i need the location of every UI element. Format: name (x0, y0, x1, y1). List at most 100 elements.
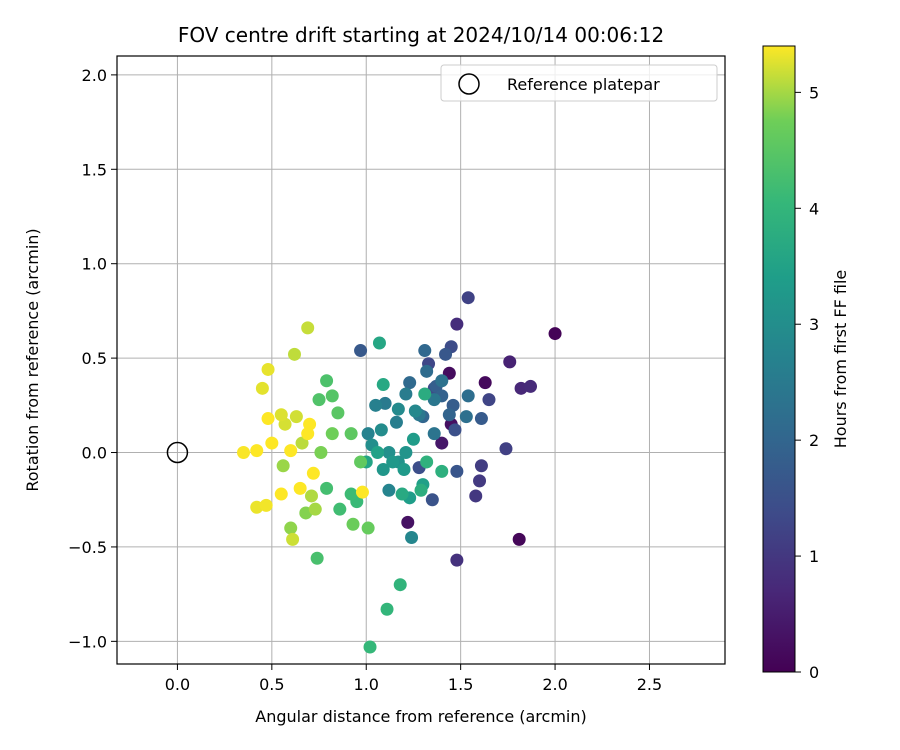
data-point (304, 489, 318, 503)
data-point (397, 463, 411, 477)
data-point (374, 423, 388, 437)
y-tick-label: 0.0 (82, 444, 107, 463)
x-tick-label: 1.0 (354, 675, 379, 694)
data-point (363, 640, 377, 654)
data-point (393, 578, 407, 592)
data-point (474, 459, 488, 473)
grid-lines (117, 56, 725, 664)
y-tick-label: 2.0 (82, 66, 107, 85)
data-point (371, 446, 385, 460)
colorbar-tick-label: 3 (809, 315, 819, 334)
data-point (310, 551, 324, 565)
data-point (320, 374, 334, 388)
data-point (295, 436, 309, 450)
data-point (312, 393, 326, 407)
data-point (255, 381, 269, 395)
data-point (503, 355, 517, 369)
legend-marker (458, 73, 480, 95)
data-point (450, 464, 464, 478)
data-point (250, 444, 264, 458)
colorbar-ticks: 0 1 2 3 4 5 (795, 83, 819, 682)
data-point (389, 415, 403, 429)
data-point (369, 398, 383, 412)
data-point (418, 387, 432, 401)
data-point (346, 517, 360, 531)
data-point (435, 374, 449, 388)
data-point (376, 378, 390, 392)
data-point (450, 553, 464, 567)
x-tick-label: 2.5 (637, 675, 662, 694)
colorbar-tick-label: 1 (809, 547, 819, 566)
data-point (354, 344, 368, 358)
data-point (261, 362, 275, 376)
data-point (414, 483, 428, 497)
data-point (325, 427, 339, 441)
data-point (473, 474, 487, 488)
y-axis-label: Rotation from reference (arcmin) (23, 228, 42, 491)
colorbar-tick-label: 5 (809, 83, 819, 102)
data-point (435, 464, 449, 478)
y-tick-label: 1.0 (82, 255, 107, 274)
data-point (425, 493, 439, 507)
data-point (478, 376, 492, 390)
data-point (469, 489, 483, 503)
data-point (333, 502, 347, 516)
reference-marker (166, 441, 189, 464)
data-point (306, 466, 320, 480)
data-point (474, 412, 488, 426)
chart-title: FOV centre drift starting at 2024/10/14 … (178, 23, 664, 47)
data-point (237, 446, 251, 460)
data-point (287, 347, 301, 361)
legend: Reference platepar (440, 64, 718, 102)
data-point (448, 423, 462, 437)
data-point (401, 515, 415, 529)
data-point (265, 436, 279, 450)
data-point (344, 487, 358, 501)
data-point (293, 481, 307, 495)
data-point (276, 459, 290, 473)
data-point (442, 408, 456, 422)
data-point (406, 432, 420, 446)
data-point (427, 393, 441, 407)
data-point (482, 393, 496, 407)
data-point (403, 376, 417, 390)
data-point (524, 379, 538, 393)
colorbar: 0 1 2 3 4 5 Hours from first FF file (762, 45, 850, 682)
x-tick-label: 0.0 (165, 675, 190, 694)
data-point (459, 410, 473, 424)
data-point (408, 404, 422, 418)
data-point (284, 444, 298, 458)
data-point (331, 406, 345, 420)
data-point (274, 408, 288, 422)
data-point (461, 291, 475, 305)
colorbar-tick-label: 2 (809, 431, 819, 450)
data-point (420, 455, 434, 469)
data-point (418, 344, 432, 358)
x-axis-ticks: 0.0 0.5 1.0 1.5 2.0 2.5 (165, 664, 662, 694)
data-point (301, 321, 315, 335)
x-axis-label: Angular distance from reference (arcmin) (255, 707, 586, 726)
y-tick-label: 0.5 (82, 349, 107, 368)
data-point (499, 442, 513, 456)
plot-frame (116, 55, 726, 665)
data-point (427, 427, 441, 441)
y-axis-ticks: 2.0 1.5 1.0 0.5 0.0 −0.5 −1.0 (68, 66, 117, 651)
data-point (386, 455, 400, 469)
data-point (274, 487, 288, 501)
data-point (512, 532, 526, 546)
data-point (320, 481, 334, 495)
data-point (380, 602, 394, 616)
data-point (289, 410, 303, 424)
data-point (361, 427, 375, 441)
data-point (548, 327, 562, 341)
x-tick-label: 2.0 (542, 675, 567, 694)
data-point (259, 498, 273, 512)
x-tick-label: 0.5 (259, 675, 284, 694)
data-point (355, 485, 369, 499)
data-point (361, 521, 375, 535)
data-point (395, 487, 409, 501)
data-point (301, 427, 315, 441)
legend-box (440, 64, 718, 102)
colorbar-tick-label: 4 (809, 199, 819, 218)
